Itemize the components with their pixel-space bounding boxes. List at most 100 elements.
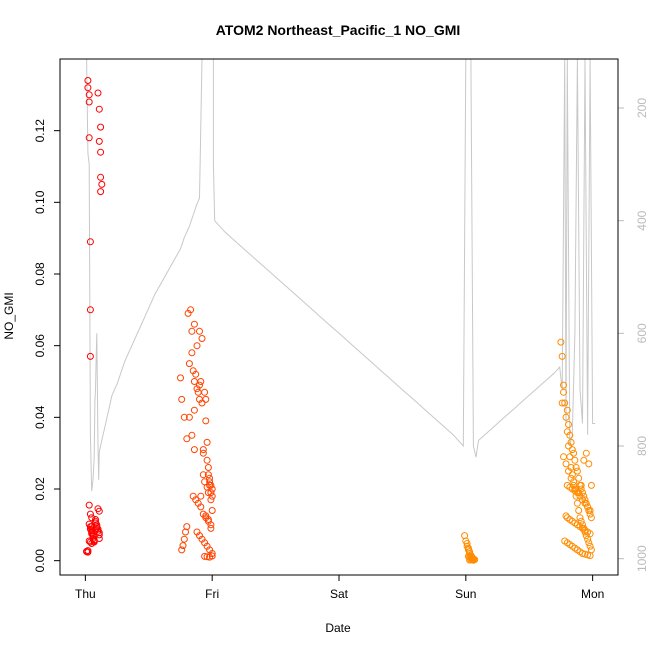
data-point bbox=[202, 395, 210, 403]
data-point bbox=[85, 134, 93, 142]
data-point bbox=[575, 489, 583, 497]
x-tick-label: Thu bbox=[75, 587, 96, 601]
data-point bbox=[201, 552, 209, 560]
data-point bbox=[203, 553, 211, 561]
data-point bbox=[208, 552, 216, 560]
data-point bbox=[180, 413, 188, 421]
data-point bbox=[95, 507, 103, 515]
data-point bbox=[206, 474, 214, 482]
right-tick-label: 600 bbox=[635, 323, 649, 343]
data-point bbox=[202, 417, 210, 425]
data-point bbox=[84, 84, 92, 92]
data-point bbox=[86, 238, 94, 246]
data-point bbox=[572, 464, 580, 471]
x-tick-label: Fri bbox=[205, 587, 219, 601]
right-tick-label: 400 bbox=[635, 210, 649, 230]
data-point bbox=[177, 374, 184, 382]
data-point bbox=[203, 438, 211, 446]
data-point bbox=[463, 540, 471, 547]
y-tick-label: 0.08 bbox=[33, 262, 47, 286]
data-point bbox=[587, 514, 595, 522]
data-point bbox=[86, 352, 94, 360]
data-point bbox=[560, 453, 567, 461]
data-point bbox=[86, 306, 94, 314]
data-point bbox=[86, 510, 94, 518]
data-point bbox=[586, 507, 594, 514]
data-point bbox=[585, 460, 593, 468]
data-point bbox=[95, 535, 103, 542]
data-point bbox=[575, 507, 583, 514]
data-point bbox=[97, 173, 105, 181]
data-point bbox=[94, 527, 102, 535]
pressure-line-layer bbox=[85, 58, 596, 492]
data-point bbox=[185, 360, 193, 368]
data-point bbox=[196, 327, 203, 335]
data-point bbox=[97, 188, 105, 196]
y-tick-label: 0.12 bbox=[33, 119, 47, 143]
data-point bbox=[573, 499, 581, 507]
data-point bbox=[194, 388, 202, 396]
data-point bbox=[575, 474, 583, 482]
data-point bbox=[560, 381, 567, 389]
data-point bbox=[585, 539, 593, 547]
data-point bbox=[573, 467, 581, 475]
data-point bbox=[207, 524, 215, 532]
data-point bbox=[197, 378, 205, 385]
data-point bbox=[562, 460, 570, 468]
data-point bbox=[193, 342, 201, 350]
data-point bbox=[565, 467, 572, 475]
right-tick-label: 1000 bbox=[635, 545, 649, 572]
x-tick-label: Sun bbox=[455, 587, 476, 601]
data-point bbox=[85, 91, 93, 99]
data-point bbox=[568, 471, 576, 479]
data-point bbox=[468, 556, 476, 564]
data-point bbox=[198, 335, 206, 342]
data-point bbox=[557, 338, 565, 346]
data-point bbox=[185, 413, 193, 421]
data-point bbox=[203, 456, 211, 464]
data-point bbox=[204, 489, 212, 497]
data-point bbox=[208, 492, 216, 500]
data-point bbox=[190, 446, 198, 454]
y-tick-label: 0.00 bbox=[33, 549, 47, 573]
data-point bbox=[570, 449, 578, 457]
data-point bbox=[558, 352, 566, 360]
data-point bbox=[179, 542, 187, 550]
data-point bbox=[180, 535, 188, 543]
y-tick-label: 0.06 bbox=[33, 334, 47, 358]
data-point bbox=[178, 395, 186, 403]
data-point bbox=[98, 180, 106, 188]
data-point bbox=[88, 514, 96, 522]
pressure-line bbox=[85, 58, 596, 492]
data-point bbox=[183, 435, 191, 443]
data-point bbox=[178, 546, 186, 554]
data-point bbox=[204, 464, 212, 471]
data-point bbox=[197, 492, 205, 500]
data-point bbox=[85, 501, 93, 509]
data-point bbox=[187, 306, 195, 314]
data-point bbox=[95, 531, 103, 539]
data-point bbox=[466, 556, 474, 564]
data-point bbox=[182, 528, 189, 536]
data-point bbox=[561, 399, 569, 407]
data-point bbox=[95, 105, 103, 113]
data-point bbox=[199, 446, 207, 454]
y-axis-label: NO_GMI bbox=[2, 292, 16, 339]
data-point bbox=[207, 496, 215, 504]
data-point bbox=[199, 471, 207, 479]
data-point bbox=[469, 556, 477, 564]
data-point bbox=[97, 123, 105, 131]
y-tick-label: 0.02 bbox=[33, 477, 47, 501]
data-point bbox=[582, 449, 590, 457]
data-point bbox=[571, 456, 579, 464]
data-point bbox=[95, 137, 103, 145]
data-point bbox=[562, 413, 570, 421]
data-point bbox=[568, 446, 576, 454]
data-point bbox=[208, 507, 216, 514]
data-point bbox=[560, 388, 567, 396]
data-point bbox=[587, 481, 595, 489]
data-point bbox=[85, 98, 93, 106]
x-axis-label: Date bbox=[325, 621, 351, 635]
plot-frame bbox=[59, 58, 619, 576]
